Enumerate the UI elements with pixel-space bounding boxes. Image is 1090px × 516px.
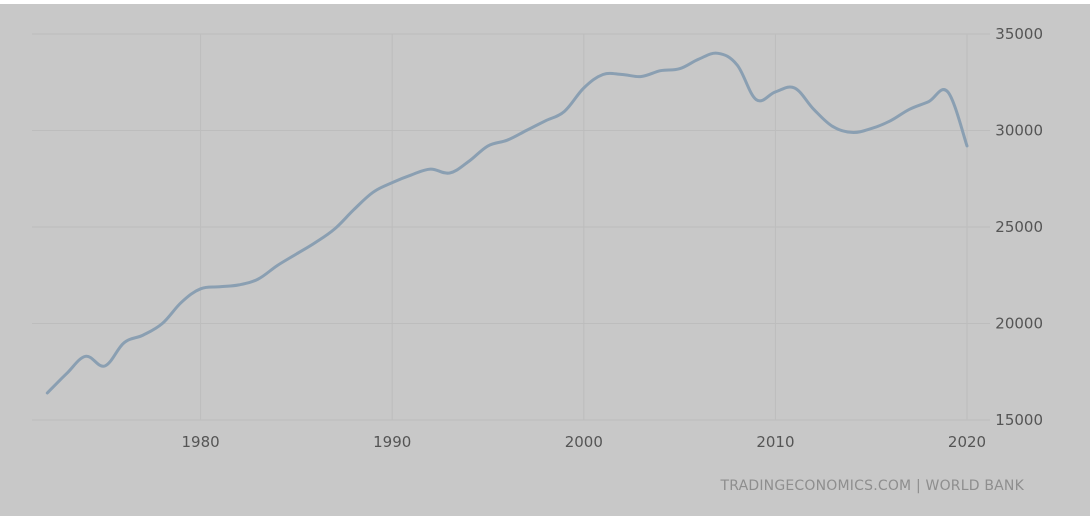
data-point [639, 74, 643, 78]
data-point [946, 90, 950, 94]
y-tick-label: 30000 [995, 122, 1043, 140]
series-line [45, 51, 969, 395]
x-tick-label: 2000 [565, 433, 603, 451]
x-tick-label: 1980 [182, 433, 220, 451]
data-point [658, 69, 662, 73]
data-point [543, 119, 547, 123]
data-point [505, 138, 509, 142]
data-point [697, 57, 701, 61]
data-point [773, 90, 777, 94]
data-point [486, 144, 490, 148]
data-point [84, 354, 88, 358]
series-layer [45, 51, 969, 395]
data-point [582, 86, 586, 90]
data-point [390, 181, 394, 185]
data-point [678, 67, 682, 71]
data-point [141, 333, 145, 337]
data-point [160, 322, 164, 326]
data-point [179, 300, 183, 304]
data-point [64, 372, 68, 376]
data-point [735, 63, 739, 67]
data-point [563, 109, 567, 113]
axis-labels: 35000 30000 25000 20000 15000 1980 1990 2000 201… [182, 25, 1043, 451]
data-point [429, 167, 433, 171]
top-border [0, 0, 1090, 4]
data-point [908, 107, 912, 111]
data-point [371, 190, 375, 194]
y-tick-label: 15000 [995, 411, 1043, 429]
grid [32, 33, 990, 421]
data-point [218, 285, 222, 289]
data-point [524, 129, 528, 133]
data-point [352, 208, 356, 212]
x-tick-label: 2010 [756, 433, 794, 451]
data-point [754, 98, 758, 102]
data-point [716, 51, 720, 55]
data-point [467, 159, 471, 163]
y-tick-label: 25000 [995, 218, 1043, 236]
data-point [812, 107, 816, 111]
y-tick-label: 20000 [995, 315, 1043, 333]
data-point [256, 277, 260, 281]
source-label: TRADINGECONOMICS.COM | WORLD BANK [720, 478, 1024, 494]
data-point [45, 391, 49, 395]
data-point [601, 73, 605, 77]
data-point [620, 73, 624, 77]
data-point [409, 173, 413, 177]
x-tick-label: 2020 [948, 433, 986, 451]
data-point [333, 227, 337, 231]
data-point [448, 171, 452, 175]
data-point [237, 283, 241, 287]
data-point [199, 287, 203, 291]
data-point [294, 252, 298, 256]
data-point [888, 119, 892, 123]
data-point [965, 144, 969, 148]
data-point [314, 240, 318, 244]
data-point [122, 341, 126, 345]
y-tick-label: 35000 [995, 25, 1043, 43]
x-tick-label: 1990 [373, 433, 411, 451]
data-point [831, 125, 835, 129]
data-point [275, 264, 279, 268]
data-point [927, 100, 931, 104]
data-point [103, 364, 107, 368]
data-point [793, 86, 797, 90]
data-point [869, 127, 873, 131]
data-point [850, 130, 854, 134]
